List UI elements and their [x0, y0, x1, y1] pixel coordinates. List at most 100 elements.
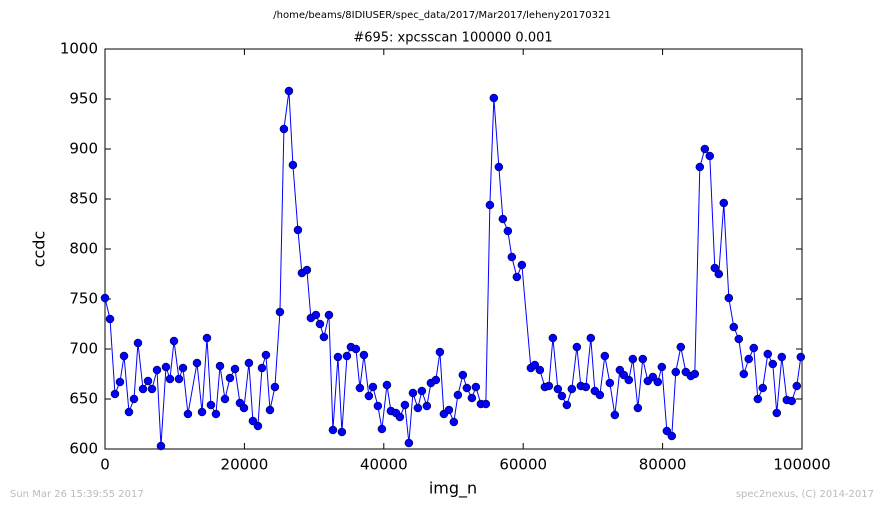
data-point [729, 322, 739, 332]
data-point [382, 380, 392, 390]
data-point [719, 198, 729, 208]
data-point [431, 375, 441, 385]
y-tick-label: 1000 [60, 40, 98, 58]
data-point [288, 160, 298, 170]
data-point [257, 363, 267, 373]
data-point [548, 333, 558, 343]
data-point [667, 431, 677, 441]
data-point [796, 352, 806, 362]
data-point [248, 416, 258, 426]
data-point [174, 374, 184, 384]
data-point [422, 401, 432, 411]
data-point [494, 162, 504, 172]
data-point [115, 377, 125, 387]
data-point [156, 441, 166, 451]
data-point [695, 162, 705, 172]
data-point [485, 200, 495, 210]
data-point [225, 373, 235, 383]
data-point [787, 396, 797, 406]
data-point [435, 347, 445, 357]
data-point [676, 342, 686, 352]
x-tick-label: 100000 [773, 456, 830, 474]
data-point [444, 405, 454, 415]
data-point [265, 405, 275, 415]
data-point [129, 394, 139, 404]
data-point [657, 362, 667, 372]
data-point [628, 354, 638, 364]
data-point [553, 384, 563, 394]
data-point [333, 352, 343, 362]
data-point [275, 307, 285, 317]
data-point [507, 252, 517, 262]
data-point [293, 225, 303, 235]
data-point [355, 383, 365, 393]
data-point [633, 403, 643, 413]
data-point [377, 424, 387, 434]
data-point [152, 365, 162, 375]
data-point [161, 362, 171, 372]
data-point [462, 383, 472, 393]
y-tick-label: 950 [69, 90, 98, 108]
data-point [169, 336, 179, 346]
data-point [395, 412, 405, 422]
data-point [284, 86, 294, 96]
data-point [351, 344, 361, 354]
data-point [610, 410, 620, 420]
data-line [104, 90, 802, 447]
data-point [302, 265, 312, 275]
data-point [270, 382, 280, 392]
data-point [413, 403, 423, 413]
data-point [342, 351, 352, 361]
data-point [572, 342, 582, 352]
data-point [119, 351, 129, 361]
y-tick-label: 650 [69, 390, 98, 408]
data-point [143, 376, 153, 386]
y-tick-label: 800 [69, 240, 98, 258]
data-point [763, 349, 773, 359]
data-point [279, 124, 289, 134]
data-point [373, 401, 383, 411]
figure-title: /home/beams/8IDIUSER/spec_data/2017/Mar2… [273, 10, 610, 21]
footer-left: Sun Mar 26 15:39:55 2017 [10, 489, 144, 500]
data-point [544, 381, 554, 391]
y-tick-label: 900 [69, 140, 98, 158]
footer-right: spec2nexus, (C) 2014-2017 [736, 489, 874, 500]
data-point [690, 369, 700, 379]
data-point [777, 352, 787, 362]
data-point [404, 438, 414, 448]
y-axis-label: ccdc [30, 231, 49, 268]
data-point [600, 351, 610, 361]
data-point [772, 408, 782, 418]
data-point [211, 409, 221, 419]
data-point [453, 390, 463, 400]
data-point [449, 417, 459, 427]
data-point [215, 361, 225, 371]
data-point [638, 354, 648, 364]
data-point [471, 382, 481, 392]
chart-title: #695: xpcsscan 100000 0.001 [353, 31, 552, 46]
data-point [624, 375, 634, 385]
data-point [192, 358, 202, 368]
data-point [512, 272, 522, 282]
data-point [467, 393, 477, 403]
data-point [653, 377, 663, 387]
data-point [744, 354, 753, 364]
data-point [319, 332, 329, 342]
data-point [503, 226, 513, 236]
x-tick-label: 80000 [639, 456, 687, 474]
data-point [605, 378, 615, 388]
data-point [124, 407, 134, 417]
data-point [337, 427, 347, 437]
data-point [700, 144, 710, 154]
x-tick-label: 20000 [221, 456, 269, 474]
data-point [753, 394, 763, 404]
data-point [734, 334, 744, 344]
data-point [206, 400, 216, 410]
data-point [535, 365, 545, 375]
data-point [714, 269, 724, 279]
data-point [408, 388, 418, 398]
data-point [671, 367, 681, 377]
data-point [100, 293, 110, 303]
y-tick-label: 700 [69, 340, 98, 358]
